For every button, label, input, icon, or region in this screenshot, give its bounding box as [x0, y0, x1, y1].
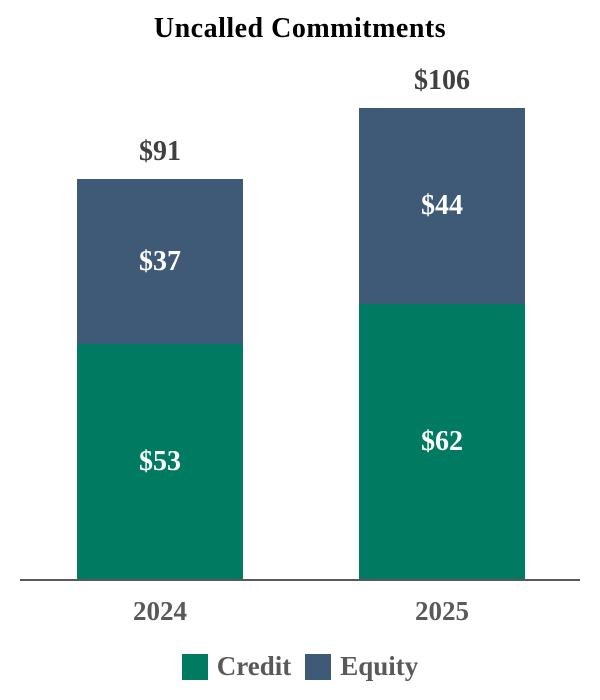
bar-segment-credit-2025: $62: [359, 304, 525, 580]
bar-segment-equity-2025: $44: [359, 108, 525, 304]
legend-label-equity: Equity: [340, 651, 419, 681]
x-tick-label-2024: 2024: [133, 596, 187, 626]
bar-group-2025: $106 $44 $62: [359, 67, 525, 580]
bar-2025: $44 $62: [359, 108, 525, 580]
legend-item-credit: Credit: [181, 651, 292, 681]
segment-label-credit-2024: $53: [139, 446, 181, 477]
bar-2024: $37 $53: [77, 179, 243, 580]
segment-label-equity-2024: $37: [139, 245, 181, 277]
legend: Credit Equity: [0, 653, 600, 680]
x-tick-label-2025: 2025: [415, 596, 469, 626]
bar-segment-equity-2024: $37: [77, 179, 243, 344]
segment-label-equity-2025: $44: [421, 190, 463, 221]
segment-label-credit-2025: $62: [421, 426, 463, 457]
total-label-2025: $106: [414, 65, 470, 96]
legend-label-credit: Credit: [216, 651, 292, 681]
legend-swatch-equity: [305, 653, 332, 680]
total-label-2024: $91: [139, 136, 181, 167]
legend-swatch-credit: [181, 653, 208, 680]
bar-segment-credit-2024: $53: [77, 344, 243, 580]
legend-item-equity: Equity: [305, 653, 418, 680]
chart-title: Uncalled Commitments: [153, 13, 447, 44]
bar-group-2024: $91 $37 $53: [77, 138, 243, 580]
x-axis-line: [20, 579, 580, 581]
